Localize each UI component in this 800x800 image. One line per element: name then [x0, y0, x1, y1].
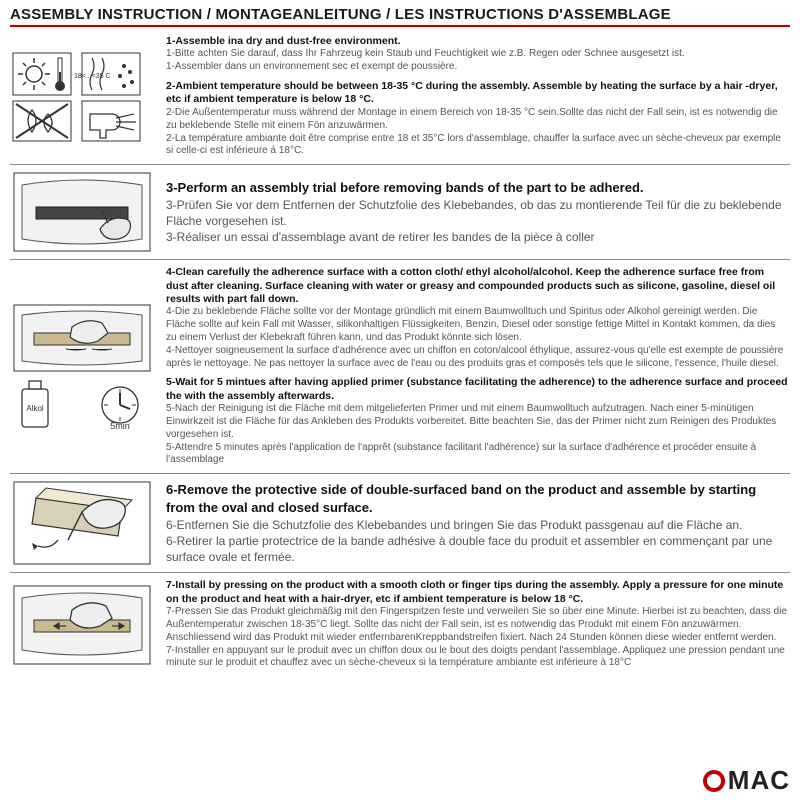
step4-de: 4-Die zu beklebende Fläche sollte vor de… [166, 306, 788, 344]
step6-fr: 6-Retirer la partie protectrice de la ba… [166, 533, 788, 565]
step5-de: 5-Nach der Reinigung ist die Fläche mit … [166, 403, 788, 441]
text-7: 7-Install by pressing on the product wit… [160, 577, 790, 672]
peel-tape-icon [12, 480, 152, 566]
page-title: ASSEMBLY INSTRUCTION / MONTAGEANLEITUNG … [10, 6, 790, 23]
no-water-dryer-icon [12, 100, 152, 142]
step5-en: 5-Wait for 5 mintues after having applie… [166, 376, 788, 403]
temp-label: 18<...<35 C [74, 73, 111, 80]
steps-container: 18<...<35 C 1-Assemble ina dry and dust-… [10, 29, 790, 763]
illus-press [10, 577, 160, 672]
illus-trial [10, 169, 160, 255]
step1-en: 1-Assemble ina dry and dust-free environ… [166, 35, 788, 48]
step3-en: 3-Perform an assembly trial before remov… [166, 179, 788, 197]
step-4-5: Alkol 5min 4-Clean carefully the adheren… [10, 260, 790, 474]
step5-fr: 5-Attendre 5 minutes après l'application… [166, 442, 788, 468]
step1-de: 1-Bitte achten Sie darauf, dass Ihr Fahr… [166, 48, 788, 61]
text-4-5: 4-Clean carefully the adherence surface … [160, 264, 790, 469]
step-1-2: 18<...<35 C 1-Assemble ina dry and dust-… [10, 29, 790, 165]
step-6: 6-Remove the protective side of double-s… [10, 474, 790, 573]
press-icon [12, 584, 152, 666]
step6-de: 6-Entfernen Sie die Schutzfolie des Kleb… [166, 517, 788, 533]
sun-thermo-icon: 18<...<35 C [12, 52, 152, 96]
logo-ring-icon [703, 770, 725, 792]
title-row: ASSEMBLY INSTRUCTION / MONTAGEANLEITUNG … [10, 6, 790, 27]
step7-de: 7-Pressen Sie das Produkt gleichmäßig mi… [166, 606, 788, 644]
text-3: 3-Perform an assembly trial before remov… [160, 169, 790, 255]
step4-block: 4-Clean carefully the adherence surface … [166, 266, 788, 370]
illus-clean-prime: Alkol 5min [10, 264, 160, 469]
step3-de: 3-Prüfen Sie vor dem Entfernen der Schut… [166, 197, 788, 229]
step-7: 7-Install by pressing on the product wit… [10, 573, 790, 676]
trial-fit-icon [12, 171, 152, 253]
step6-en: 6-Remove the protective side of double-s… [166, 481, 788, 516]
bottle-clock-icon: Alkol 5min [12, 377, 152, 431]
text-6: 6-Remove the protective side of double-s… [160, 478, 790, 568]
text-1-2: 1-Assemble ina dry and dust-free environ… [160, 33, 790, 160]
step2-fr: 2-La température ambiante doit être comp… [166, 133, 788, 159]
brand-logo: MAC [703, 765, 790, 796]
illus-peel [10, 478, 160, 568]
step7-fr: 7-Installer en appuyant sur le produit a… [166, 645, 788, 671]
step4-fr: 4-Nettoyer soigneusement la surface d'ad… [166, 345, 788, 371]
illus-env-temp: 18<...<35 C [10, 33, 160, 160]
clean-icon [12, 303, 152, 373]
step4-en: 4-Clean carefully the adherence surface … [166, 266, 788, 306]
wait-label: 5min [110, 421, 130, 431]
step7-en: 7-Install by pressing on the product wit… [166, 579, 788, 606]
assembly-instruction-sheet: ASSEMBLY INSTRUCTION / MONTAGEANLEITUNG … [0, 0, 800, 800]
step2-de: 2-Die Außentemperatur muss während der M… [166, 107, 788, 133]
step2-block: 2-Ambient temperature should be between … [166, 80, 788, 158]
step1-fr: 1-Assembler dans un environnement sec et… [166, 61, 788, 74]
step2-en: 2-Ambient temperature should be between … [166, 80, 788, 107]
bottle-label: Alkol [26, 404, 44, 413]
logo-row: MAC [10, 763, 790, 796]
step3-fr: 3-Réaliser un essai d'assemblage avant d… [166, 229, 788, 245]
step1-block: 1-Assemble ina dry and dust-free environ… [166, 35, 788, 74]
step-3: 3-Perform an assembly trial before remov… [10, 165, 790, 260]
logo-text: MAC [728, 765, 790, 796]
step5-block: 5-Wait for 5 mintues after having applie… [166, 376, 788, 467]
